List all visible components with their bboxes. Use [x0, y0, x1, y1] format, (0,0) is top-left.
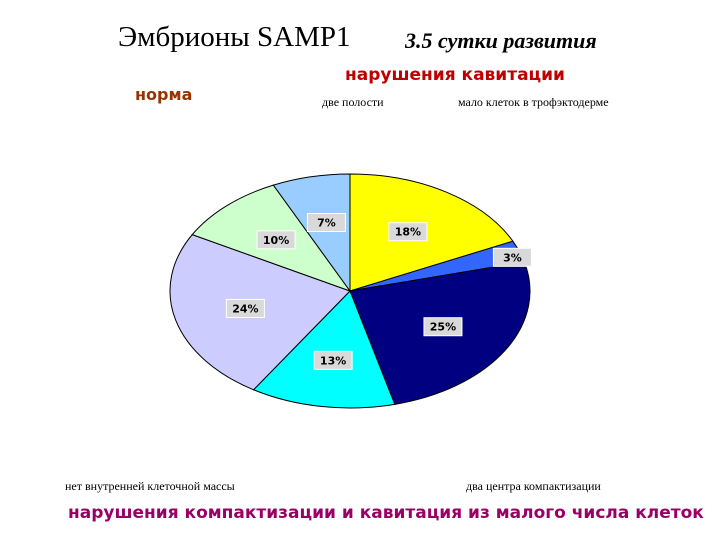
subtitle: 3.5 сутки развития: [404, 28, 597, 53]
annotation: две полости: [322, 95, 384, 109]
label-box: [388, 222, 428, 242]
label-box: [313, 350, 353, 370]
label-box: [492, 247, 532, 267]
label-box: [256, 230, 296, 250]
annotation: нарушения кавитации: [345, 65, 565, 85]
annotation: мало клеток в трофэктодерме: [458, 95, 609, 109]
pie-slice: [252, 290, 396, 409]
annotation: два центра компактизации: [466, 479, 601, 493]
label-box: [306, 212, 346, 232]
pie-slice: [272, 173, 351, 293]
annotation: нарушения компактизации и кавитация из м…: [68, 503, 704, 523]
data-label: 3%: [503, 251, 522, 264]
data-label: 7%: [317, 216, 336, 229]
data-label: 24%: [232, 302, 258, 315]
label-box: [423, 317, 463, 337]
title: Эмбрионы SAMP1: [118, 21, 351, 53]
label-box: [225, 298, 265, 318]
data-label: 13%: [320, 354, 346, 367]
pie-slice: [349, 173, 514, 292]
data-label: 18%: [395, 226, 421, 239]
data-label: 10%: [263, 234, 289, 247]
data-label: 25%: [430, 321, 456, 334]
annotation: норма: [135, 85, 192, 104]
annotation: нет внутренней клеточной массы: [65, 479, 235, 493]
